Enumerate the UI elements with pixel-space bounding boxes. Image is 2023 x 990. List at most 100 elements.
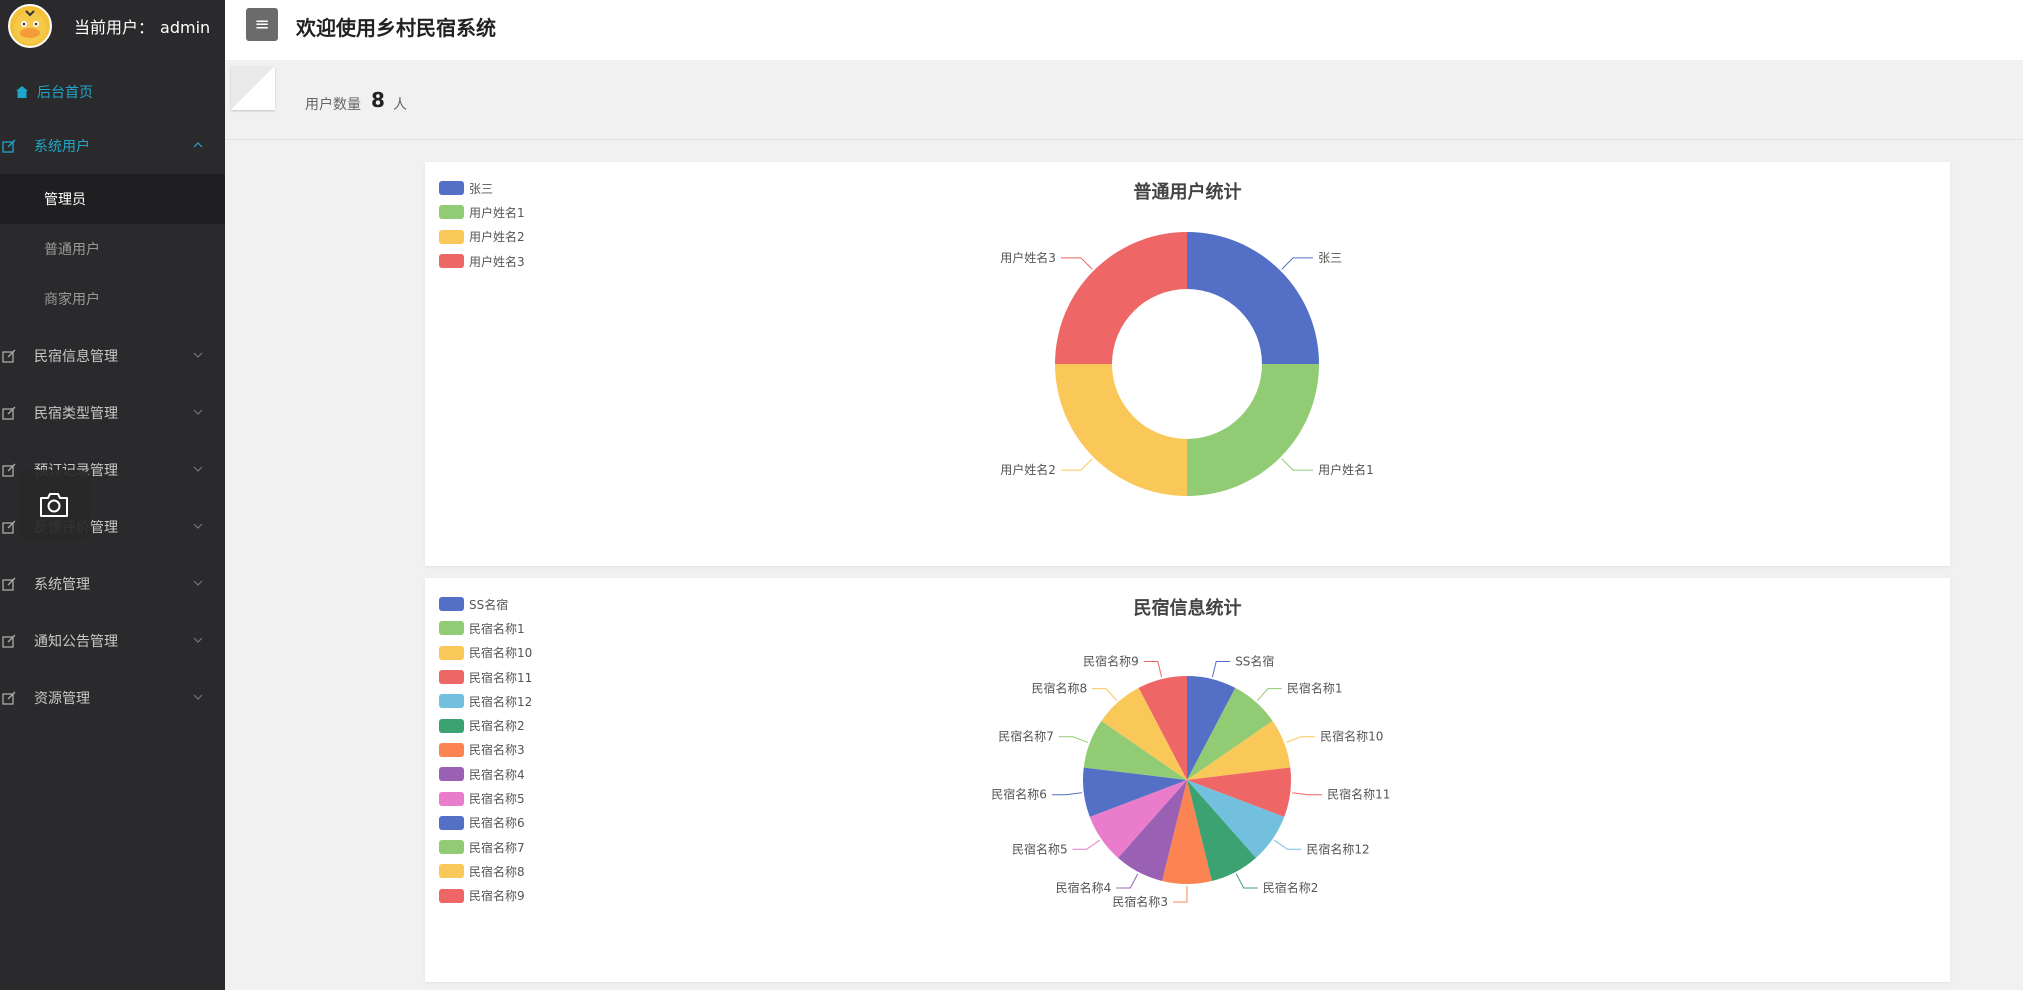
pie-slice[interactable] — [1089, 780, 1187, 858]
pie-slice[interactable] — [1187, 364, 1319, 496]
current-user-label: 当前用户： — [74, 18, 155, 37]
hamburger-icon: ≡ — [254, 14, 270, 35]
legend-swatch — [439, 597, 464, 612]
screenshot-button[interactable] — [18, 470, 90, 540]
legend-swatch — [439, 670, 464, 685]
legend-label: 张三 — [469, 181, 494, 196]
legend-item[interactable]: 民宿名称11 — [439, 665, 532, 689]
pie-slice[interactable] — [1187, 687, 1273, 780]
legend-label: 民宿名称12 — [469, 694, 533, 709]
legend-label: 用户姓名3 — [469, 254, 525, 269]
pie-slice[interactable] — [1118, 780, 1187, 881]
slice-label: 民宿名称1 — [1287, 681, 1343, 696]
edit-icon — [2, 349, 16, 363]
pie-slice[interactable] — [1187, 720, 1291, 780]
legend-swatch — [439, 767, 464, 782]
sidebar-subitem-label: 普通用户 — [44, 242, 100, 258]
pie-slice[interactable] — [1055, 232, 1187, 364]
legend-swatch — [439, 815, 464, 830]
slice-label: 用户姓名1 — [1318, 462, 1374, 477]
slice-label: 民宿名称5 — [1012, 841, 1068, 856]
sidebar-item-home[interactable]: 后台首页 — [0, 72, 225, 112]
sidebar-item-announcements[interactable]: 通知公告管理 — [0, 621, 225, 661]
legend-item[interactable]: 用户姓名2 — [439, 225, 525, 249]
label-leader-line — [1281, 257, 1314, 270]
legend-label: 民宿名称10 — [469, 646, 533, 661]
chevron-down-icon — [193, 352, 203, 358]
legend-swatch — [439, 840, 464, 855]
sidebar-item-home-label: 后台首页 — [37, 85, 93, 101]
legend-item[interactable]: 民宿名称6 — [439, 811, 532, 835]
chart-card-users: 张三 用户姓名1 用户姓名2 用户姓名3 普通用户统计 张三 用户姓名1 用户姓名2 用户姓… — [425, 162, 1950, 566]
legend-item[interactable]: 民宿名称5 — [439, 786, 532, 810]
user-count-label: 用户数量 — [305, 97, 361, 113]
pie-slice[interactable] — [1083, 767, 1187, 817]
sidebar-item-system-users[interactable]: 系统用户 — [0, 126, 225, 166]
legend-item[interactable]: 民宿名称2 — [439, 713, 532, 737]
label-leader-line — [1292, 792, 1323, 796]
pie-slice[interactable] — [1187, 780, 1285, 858]
sidebar-subitem-label: 管理员 — [44, 192, 86, 208]
slice-label: 民宿名称6 — [991, 787, 1047, 802]
legend-item[interactable]: 用户姓名3 — [439, 249, 525, 273]
legend-item[interactable]: 民宿名称12 — [439, 689, 532, 713]
legend-item[interactable]: 民宿名称3 — [439, 738, 532, 762]
chevron-down-icon — [193, 580, 203, 586]
slice-label: 民宿名称10 — [1320, 729, 1383, 744]
current-username: admin — [160, 18, 211, 37]
sidebar-subitem-admin[interactable]: 管理员 — [0, 174, 225, 224]
slice-label: 民宿名称4 — [1056, 880, 1112, 895]
legend-item[interactable]: 民宿名称9 — [439, 884, 532, 908]
chart-card-homestays: SS名宿 民宿名称1 民宿名称10 民宿名称11 民宿名称12 民宿名称2 民宿名称3 民宿名… — [425, 578, 1950, 982]
slice-label: 用户姓名3 — [1000, 250, 1056, 265]
sidebar-subitem-merchant-users[interactable]: 商家用户 — [0, 274, 225, 324]
sidebar-item-homestay-info[interactable]: 民宿信息管理 — [0, 336, 225, 376]
user-count-unit: 人 — [393, 97, 407, 113]
pie-slice[interactable] — [1083, 720, 1187, 780]
legend-item[interactable]: 用户姓名1 — [439, 200, 525, 224]
sidebar-subitem-label: 商家用户 — [44, 292, 100, 308]
menu-toggle-button[interactable]: ≡ — [246, 8, 278, 41]
legend-item[interactable]: 民宿名称10 — [439, 641, 532, 665]
sidebar-item-label: 系统管理 — [34, 577, 90, 593]
label-leader-line — [1143, 661, 1163, 678]
slice-label: 民宿名称2 — [1263, 880, 1319, 895]
sidebar-item-resources[interactable]: 资源管理 — [0, 678, 225, 718]
page-title: 欢迎使用乡村民宿系统 — [296, 16, 496, 40]
chevron-down-icon — [193, 409, 203, 415]
legend-label: 民宿名称4 — [469, 767, 525, 782]
label-leader-line — [1058, 736, 1089, 743]
legend-swatch — [439, 205, 464, 220]
legend-label: 民宿名称5 — [469, 792, 525, 807]
pie-slice[interactable] — [1187, 780, 1256, 881]
pie-slice[interactable] — [1138, 676, 1187, 780]
legend-label: 民宿名称6 — [469, 816, 525, 831]
legend-item[interactable]: SS名宿 — [439, 592, 532, 616]
pie-slice[interactable] — [1162, 780, 1212, 884]
edit-icon — [2, 139, 16, 153]
pie-slice[interactable] — [1187, 676, 1236, 780]
sidebar-item-system-management[interactable]: 系统管理 — [0, 564, 225, 604]
pie-slice[interactable] — [1187, 232, 1319, 364]
legend-swatch — [439, 229, 464, 244]
chart-title: 普通用户统计 — [1133, 182, 1242, 203]
legend-item[interactable]: 民宿名称4 — [439, 762, 532, 786]
pie-slice[interactable] — [1055, 364, 1187, 496]
legend-label: 民宿名称2 — [469, 719, 525, 734]
pie-slice[interactable] — [1101, 687, 1187, 780]
legend-swatch — [439, 694, 464, 709]
legend-item[interactable]: 张三 — [439, 176, 525, 200]
pie-slice[interactable] — [1187, 767, 1291, 817]
legend-item[interactable]: 民宿名称7 — [439, 835, 532, 859]
legend-item[interactable]: 民宿名称8 — [439, 859, 532, 883]
chevron-down-icon — [193, 637, 203, 643]
label-leader-line — [1060, 458, 1093, 471]
chevron-down-icon — [193, 466, 203, 472]
duck-avatar-icon — [14, 10, 46, 44]
sidebar-item-homestay-type[interactable]: 民宿类型管理 — [0, 393, 225, 433]
homestay-pie-chart: SS名宿民宿名称1民宿名称10民宿名称11民宿名称12民宿名称2民宿名称3民宿名… — [991, 654, 1390, 909]
avatar[interactable] — [8, 4, 52, 48]
legend-item[interactable]: 民宿名称1 — [439, 616, 532, 640]
sidebar-subitem-normal-users[interactable]: 普通用户 — [0, 224, 225, 274]
